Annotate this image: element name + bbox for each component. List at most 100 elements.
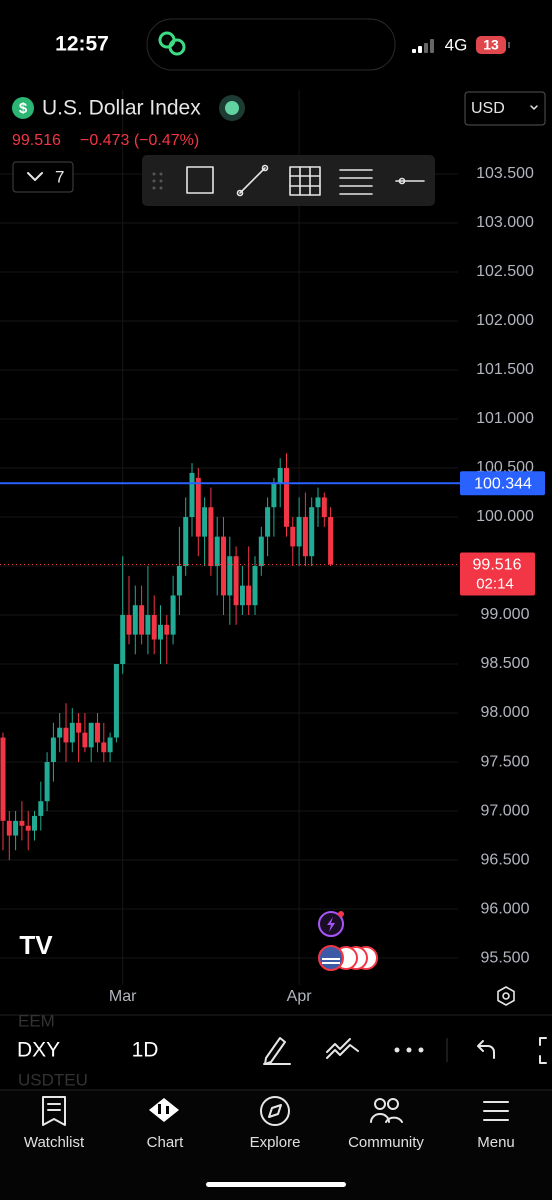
draw-button[interactable] xyxy=(263,1037,291,1065)
tab-label[interactable]: Explore xyxy=(250,1134,301,1151)
tab-label[interactable]: Menu xyxy=(477,1134,515,1151)
candle-body xyxy=(69,722,75,743)
candle-body xyxy=(284,468,289,527)
candle-body xyxy=(82,732,88,748)
candle-body xyxy=(76,722,82,733)
watchlist-icon[interactable] xyxy=(42,1096,66,1126)
candle-body xyxy=(151,615,157,640)
y-tick-label: 97.500 xyxy=(481,753,530,770)
tab-label[interactable]: Community xyxy=(348,1134,424,1151)
candle-body xyxy=(246,585,252,606)
link-icon xyxy=(158,31,186,56)
fullscreen-button[interactable] xyxy=(539,1037,547,1064)
candle-body xyxy=(265,507,271,537)
candle-body xyxy=(296,517,302,547)
y-tick-label: 95.500 xyxy=(481,949,530,966)
lightning xyxy=(327,917,335,932)
watchlist-next: USDTEU xyxy=(18,1070,88,1089)
candle-body xyxy=(183,517,189,567)
candle-body xyxy=(13,820,19,836)
candle-body xyxy=(132,605,138,635)
chart-icon[interactable] xyxy=(149,1098,179,1122)
symbol-logo xyxy=(12,97,34,119)
community-icon[interactable] xyxy=(370,1098,403,1123)
price-line-label: 100.344 xyxy=(474,476,532,493)
y-tick-label: 97.000 xyxy=(481,802,530,819)
candle-body xyxy=(63,727,69,743)
candle-body xyxy=(50,737,56,763)
drag-handle xyxy=(152,172,163,190)
candle-body xyxy=(6,820,12,836)
candle-body xyxy=(233,556,239,606)
chevron xyxy=(530,105,538,110)
economic-events[interactable] xyxy=(318,945,378,971)
price-line-label-bg xyxy=(460,471,545,496)
badge xyxy=(338,911,344,917)
more-button[interactable] xyxy=(394,1047,424,1053)
settings[interactable] xyxy=(497,986,515,1006)
candle-body xyxy=(19,820,25,826)
candle-body xyxy=(271,482,277,508)
candle-body xyxy=(32,815,37,831)
countdown: 02:14 xyxy=(476,575,514,592)
currency: USD xyxy=(471,100,505,117)
candle-body xyxy=(164,624,170,635)
brand-logo: TV xyxy=(19,930,53,960)
candle-body xyxy=(139,605,145,635)
battery-level: 13 xyxy=(483,37,499,53)
grid-tool[interactable] xyxy=(289,166,321,196)
home-indicator xyxy=(206,1182,346,1187)
tab-label[interactable]: Watchlist xyxy=(24,1134,85,1151)
price-change: −0.473 (−0.47%) xyxy=(80,132,199,149)
candle-body xyxy=(189,472,195,518)
candle-body xyxy=(252,566,258,606)
currency-select[interactable] xyxy=(464,91,546,126)
rectangle-tool[interactable] xyxy=(186,166,214,194)
candle-body xyxy=(57,727,63,738)
y-tick-label: 96.500 xyxy=(481,851,530,868)
candle-body xyxy=(258,536,264,567)
indicator-count: 7 xyxy=(55,167,64,186)
trendline-tool[interactable] xyxy=(236,164,269,197)
candle-body xyxy=(221,536,226,596)
dynamic-island xyxy=(146,18,396,71)
candle-body xyxy=(239,585,245,606)
y-tick-label: 96.000 xyxy=(481,900,530,917)
candle-body xyxy=(107,737,113,753)
last-price: 99.516 xyxy=(12,132,61,149)
indicator-toggle[interactable] xyxy=(12,161,74,193)
undo-button[interactable] xyxy=(477,1040,495,1059)
candle-body xyxy=(25,825,31,831)
candle-body xyxy=(95,722,100,743)
symbol-name[interactable]: U.S. Dollar Index xyxy=(42,97,201,120)
y-tick-label: 102.000 xyxy=(476,312,534,329)
chevron xyxy=(27,172,43,181)
interval[interactable]: 1D xyxy=(132,1039,159,1062)
tab-label[interactable]: Chart xyxy=(147,1134,185,1151)
candle-body xyxy=(315,497,321,508)
candle-body xyxy=(0,737,6,821)
indicators-button[interactable] xyxy=(326,1038,359,1059)
candle-body xyxy=(195,477,201,537)
candle-body xyxy=(113,664,119,738)
candle-body xyxy=(158,624,163,640)
candle-body xyxy=(208,507,214,567)
explore-icon[interactable] xyxy=(260,1096,290,1126)
y-tick-label: 98.000 xyxy=(481,704,530,721)
market-status-dot xyxy=(225,101,239,115)
y-tick-label: 102.500 xyxy=(476,263,534,280)
horizontal-line-tool[interactable] xyxy=(395,177,425,185)
candle-body xyxy=(176,566,182,596)
symbol[interactable]: DXY xyxy=(17,1039,60,1062)
fib-tool[interactable] xyxy=(339,169,373,195)
symbol-logo-glyph: $ xyxy=(19,100,28,117)
network: 4G xyxy=(445,35,468,54)
last-price-label-bg xyxy=(460,552,535,596)
candle-body xyxy=(120,615,126,665)
tab-labels: Watchlist Chart Explore Community Menu xyxy=(24,1134,515,1151)
menu-icon[interactable] xyxy=(483,1101,509,1121)
x-tick-label: Apr xyxy=(287,988,313,1005)
candle-body xyxy=(227,556,233,596)
y-tick-label: 103.500 xyxy=(476,165,534,182)
